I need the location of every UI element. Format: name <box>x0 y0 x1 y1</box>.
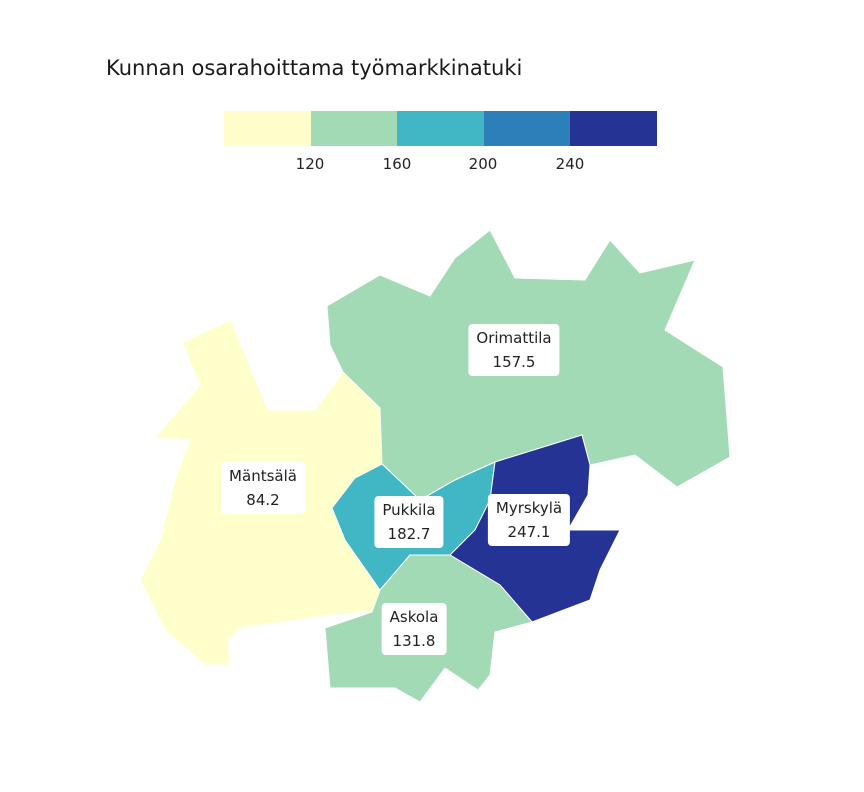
region-value: 157.5 <box>492 353 536 371</box>
legend-swatch-2 <box>310 111 397 146</box>
legend-tick-3: 200 <box>468 155 498 173</box>
region-value: 131.8 <box>392 632 436 650</box>
region-value: 84.2 <box>246 491 280 509</box>
region-value: 247.1 <box>507 523 551 541</box>
region-name: Askola <box>389 608 439 626</box>
region-label-pukkila: Pukkila 182.7 <box>374 496 444 548</box>
region-label-orimattila: Orimattila 157.5 <box>468 324 560 376</box>
legend-swatch-1 <box>224 111 311 146</box>
region-value: 182.7 <box>387 525 431 543</box>
region-name: Mäntsälä <box>229 467 297 485</box>
region-label-askola: Askola 131.8 <box>381 603 447 655</box>
legend-swatch-3 <box>397 111 484 146</box>
region-name: Orimattila <box>476 329 552 347</box>
region-name: Pukkila <box>382 501 436 519</box>
legend-tick-4: 240 <box>555 155 585 173</box>
region-name: Myrskylä <box>495 499 563 517</box>
legend-swatch-4 <box>483 111 570 146</box>
map-title: Kunnan osarahoittama työmarkkinatuki <box>106 56 523 80</box>
color-legend <box>224 111 657 146</box>
region-label-myrskyla: Myrskylä 247.1 <box>487 494 571 546</box>
region-label-mantsala: Mäntsälä 84.2 <box>221 462 305 514</box>
legend-tick-1: 120 <box>295 155 325 173</box>
legend-swatch-5 <box>570 111 657 146</box>
legend-tick-2: 160 <box>382 155 412 173</box>
